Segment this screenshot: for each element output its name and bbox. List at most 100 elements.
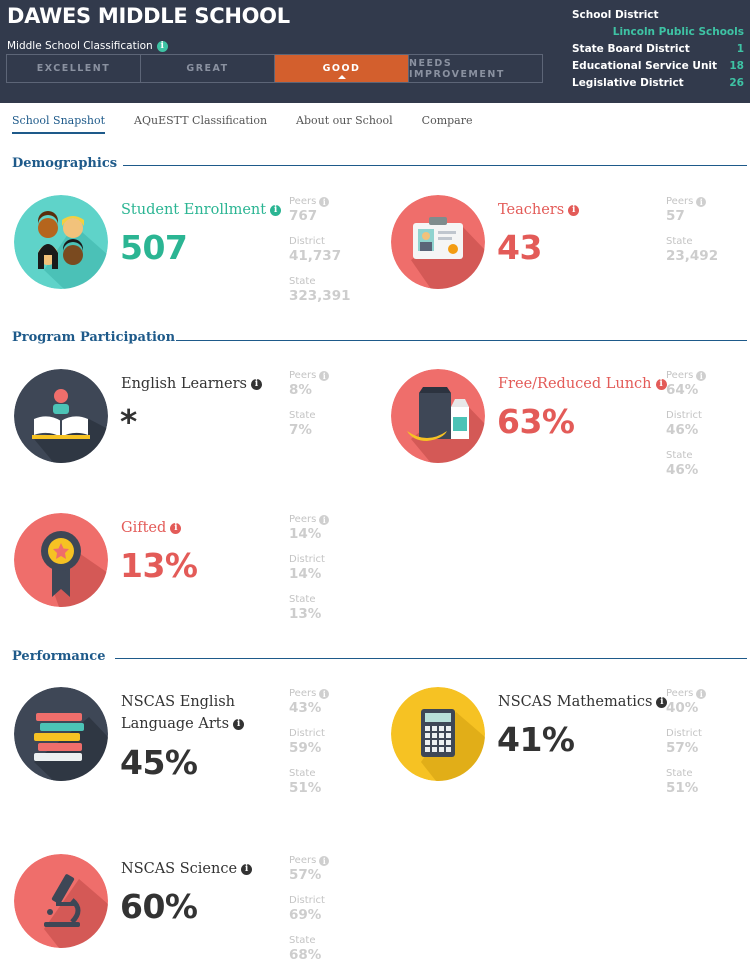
metric-teachers: Teachers i 43 Peers i 57 State 23,492 (391, 195, 750, 325)
nscas-ela-value: 45% (120, 743, 198, 782)
classification-excellent[interactable]: EXCELLENT (7, 55, 141, 82)
peers-value: 57% (289, 867, 322, 883)
info-icon[interactable]: i (319, 196, 330, 207)
classification-good[interactable]: GOOD (275, 55, 409, 82)
nscas-mathematics-title: NSCAS Mathematics i (498, 691, 688, 713)
student-enrollment-title: Student Enrollment i (121, 199, 296, 221)
reading-book-icon (14, 369, 108, 463)
educational-service-unit-row: Educational Service Unit 18 (572, 57, 744, 74)
info-icon[interactable]: i (170, 522, 182, 534)
info-icon[interactable]: i (656, 696, 668, 708)
info-icon[interactable]: i (250, 378, 262, 390)
state-label: State (666, 768, 693, 779)
info-icon[interactable]: i (655, 378, 667, 390)
classification-bar: EXCELLENT GREAT GOOD NEEDS IMPROVEMENT (6, 54, 543, 83)
info-icon[interactable]: i (319, 688, 330, 699)
nscas-mathematics-value: 41% (497, 720, 575, 759)
state-board-district-row: State Board District 1 (572, 40, 744, 57)
state-label: State (289, 276, 316, 287)
info-icon[interactable]: i (696, 370, 707, 381)
nscas-ela-title: NSCAS English (121, 691, 296, 713)
school-header: DAWES MIDDLE SCHOOL Middle School Classi… (0, 0, 750, 103)
book-stack-icon (14, 687, 108, 781)
info-icon[interactable]: i (233, 718, 245, 730)
info-icon[interactable]: i (319, 370, 330, 381)
legislative-district-label: Legislative District (572, 76, 684, 89)
state-value: 51% (289, 780, 322, 796)
metric-nscas-science: NSCAS Science i 60% Peers i 57% District … (14, 854, 374, 979)
state-label: State (289, 410, 316, 421)
section-program-participation-title: Program Participation (12, 330, 176, 345)
nscas-ela-comparisons: Peers i 43% District 59% State 51% (289, 687, 379, 807)
free-reduced-lunch-title: Free/Reduced Lunch i (498, 373, 673, 395)
metric-nscas-mathematics: NSCAS Mathematics i 41% Peers i 40% Distr… (391, 687, 750, 817)
district-label: District (666, 410, 702, 421)
info-icon[interactable]: i (568, 204, 580, 216)
free-reduced-lunch-value: 63% (497, 402, 575, 441)
school-district-label: School District (572, 8, 659, 21)
state-label: State (666, 236, 693, 247)
info-icon[interactable]: i (241, 863, 253, 875)
info-icon[interactable]: i (156, 40, 168, 52)
teachers-title: Teachers i (498, 199, 673, 221)
district-value: 46% (666, 422, 699, 438)
tab-aquestt-classification[interactable]: AQuESTT Classification (134, 114, 268, 127)
section-divider (123, 165, 747, 166)
peers-value: 14% (289, 526, 322, 542)
school-district-label-row: School District (572, 6, 744, 23)
district-value: 14% (289, 566, 322, 582)
teachers-comparisons: Peers i 57 State 23,492 (666, 195, 750, 275)
students-icon (14, 195, 108, 289)
tab-compare[interactable]: Compare (421, 114, 473, 127)
district-label: District (289, 895, 325, 906)
nscas-ela-label-line2: Language Arts (121, 716, 230, 732)
metric-nscas-ela: NSCAS English Language Arts i 45% Peers i… (14, 687, 374, 817)
state-label: State (289, 594, 316, 605)
english-learners-label: English Learners (121, 376, 247, 392)
gifted-title: Gifted i (121, 517, 296, 539)
district-label: District (289, 236, 325, 247)
gifted-label: Gifted (121, 520, 167, 536)
lunch-bag-icon (391, 369, 485, 463)
metric-english-learners: English Learners i * Peers i 8% State 7% (14, 369, 374, 499)
classification-label-text: Middle School Classification (7, 40, 153, 52)
peers-label: Peers (289, 196, 317, 207)
nscas-science-comparisons: Peers i 57% District 69% State 68% (289, 854, 379, 974)
free-reduced-lunch-comparisons: Peers i 64% District 46% State 46% (666, 369, 750, 489)
state-board-district-value: 1 (736, 42, 744, 55)
classification-label: Middle School Classification i (7, 40, 168, 52)
peers-label: Peers (289, 514, 317, 525)
nscas-science-label: NSCAS Science (121, 861, 238, 877)
id-badge-icon (391, 195, 485, 289)
microscope-icon (14, 854, 108, 948)
calculator-icon (391, 687, 485, 781)
school-district-value[interactable]: Lincoln Public Schools (612, 25, 744, 38)
section-performance-title: Performance (12, 649, 106, 664)
tab-about-our-school[interactable]: About our School (296, 114, 393, 127)
classification-great[interactable]: GREAT (141, 55, 275, 82)
state-value: 7% (289, 422, 312, 438)
peers-label: Peers (289, 855, 317, 866)
student-enrollment-label: Student Enrollment (121, 202, 267, 218)
info-icon[interactable]: i (696, 688, 707, 699)
english-learners-title: English Learners i (121, 373, 296, 395)
info-icon[interactable]: i (319, 855, 330, 866)
peers-value: 64% (666, 382, 699, 398)
free-reduced-lunch-label: Free/Reduced Lunch (498, 376, 652, 392)
tab-bar: School Snapshot AQuESTT Classification A… (12, 114, 502, 134)
state-label: State (289, 935, 316, 946)
peers-value: 767 (289, 208, 318, 224)
district-label: District (289, 554, 325, 565)
nscas-ela-label-line1: NSCAS English (121, 694, 235, 710)
metric-gifted: Gifted i 13% Peers i 14% District 14% Sta… (14, 513, 374, 643)
tab-school-snapshot[interactable]: School Snapshot (12, 114, 106, 134)
section-demographics-title: Demographics (12, 156, 118, 171)
student-enrollment-value: 507 (120, 228, 188, 267)
info-icon[interactable]: i (696, 196, 707, 207)
info-icon[interactable]: i (319, 514, 330, 525)
gifted-value: 13% (120, 546, 198, 585)
teachers-label: Teachers (498, 202, 565, 218)
classification-needs-improvement[interactable]: NEEDS IMPROVEMENT (409, 57, 505, 80)
info-icon[interactable]: i (270, 204, 282, 216)
peers-value: 40% (666, 700, 699, 716)
